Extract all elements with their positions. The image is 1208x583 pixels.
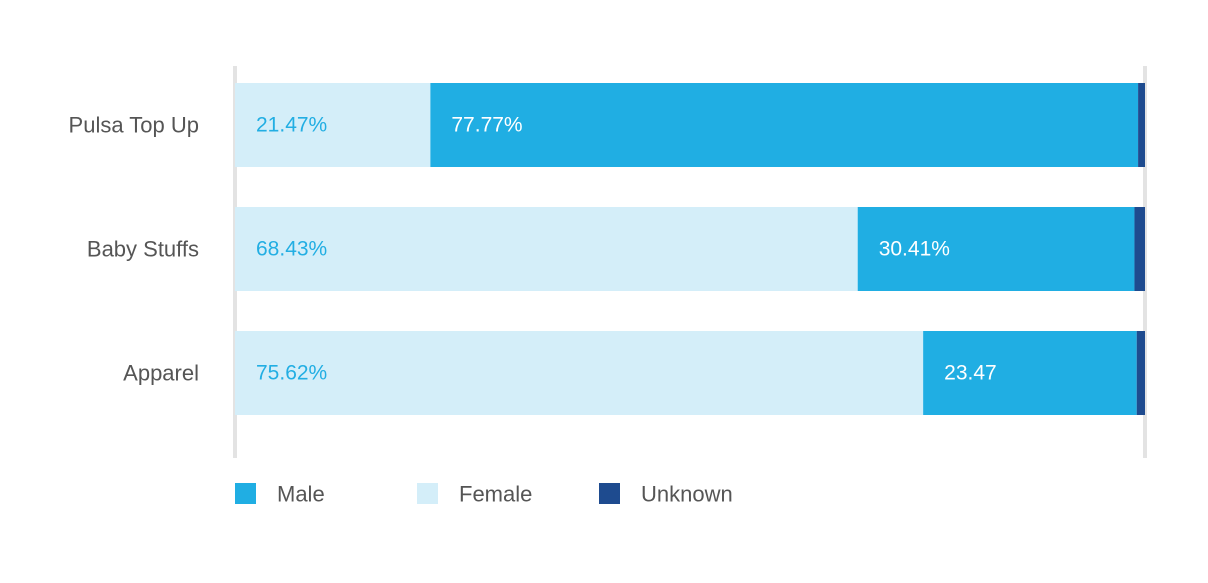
data-label-female-baby-stuffs: 68.43% — [256, 238, 327, 261]
data-label-male-pulsa-top-up: 77.77% — [451, 114, 522, 137]
legend-swatch-male — [235, 483, 256, 504]
category-label-baby-stuffs: Baby Stuffs — [87, 237, 199, 262]
bar-female-baby-stuffs — [235, 207, 858, 291]
legend-label-unknown: Unknown — [641, 482, 733, 507]
labels: Pulsa Top Up 21.47% 77.77% Baby Stuffs 68.43… — [69, 113, 997, 386]
legend: Male Female Unknown — [235, 482, 733, 507]
data-label-female-apparel: 75.62% — [256, 362, 327, 385]
data-label-male-apparel: 23.47 — [944, 362, 997, 385]
bar-male-pulsa-top-up — [430, 83, 1139, 167]
legend-label-male: Male — [277, 482, 325, 507]
bar-male-baby-stuffs — [857, 207, 1135, 291]
legend-swatch-female — [417, 483, 438, 504]
category-label-apparel: Apparel — [123, 361, 199, 386]
bar-unknown-pulsa-top-up — [1138, 83, 1145, 167]
bar-male-apparel — [923, 331, 1137, 415]
category-label-pulsa-top-up: Pulsa Top Up — [69, 113, 199, 138]
data-label-female-pulsa-top-up: 21.47% — [256, 114, 327, 137]
bar-unknown-apparel — [1136, 331, 1145, 415]
bars — [235, 83, 1145, 415]
data-label-male-baby-stuffs: 30.41% — [879, 238, 950, 261]
legend-label-female: Female — [459, 482, 532, 507]
bar-female-apparel — [235, 331, 924, 415]
legend-swatch-unknown — [599, 483, 620, 504]
bar-female-pulsa-top-up — [235, 83, 431, 167]
bar-unknown-baby-stuffs — [1134, 207, 1145, 291]
